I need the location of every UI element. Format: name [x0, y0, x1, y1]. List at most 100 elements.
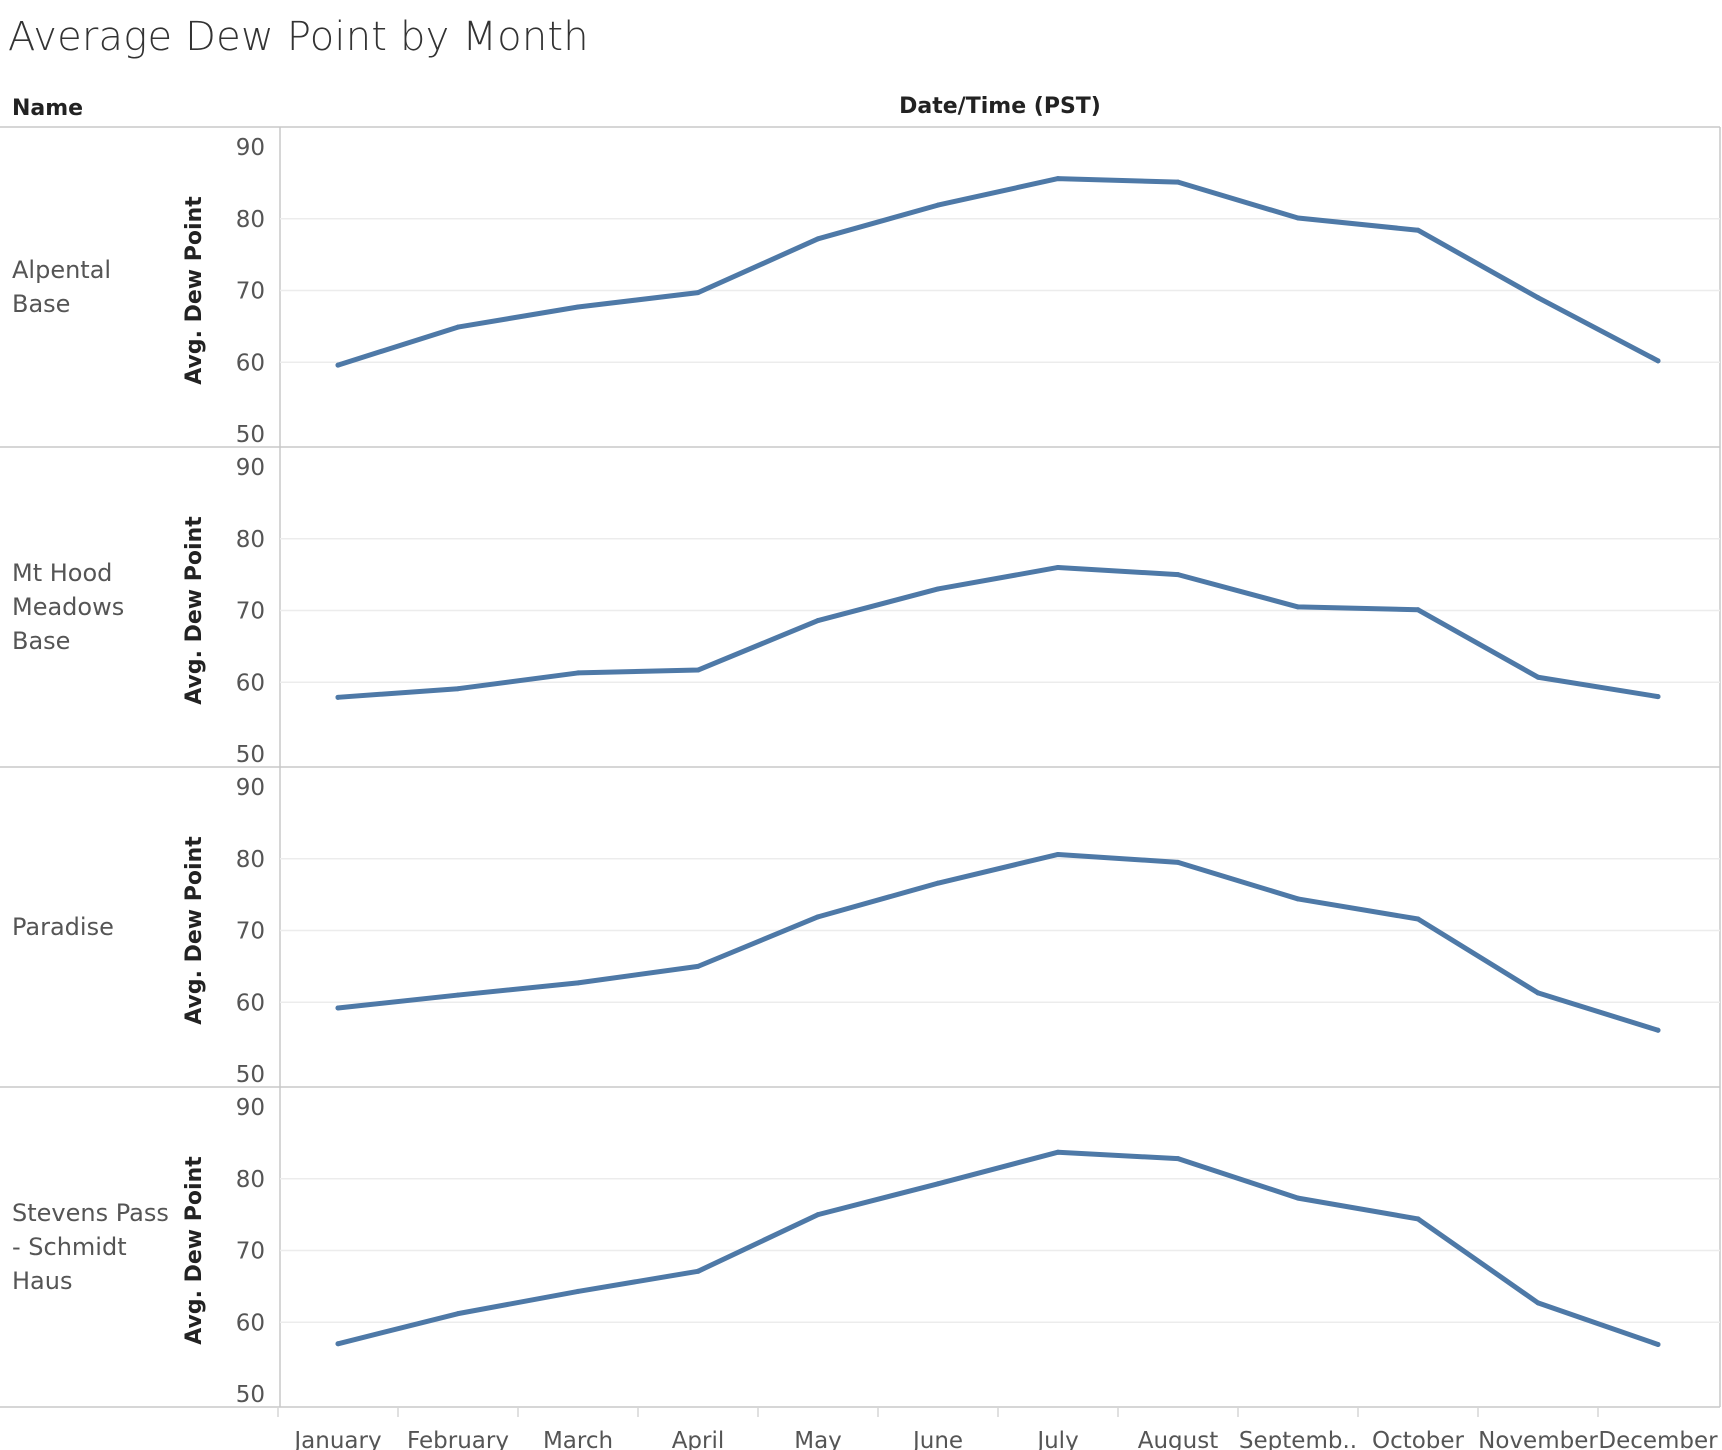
- data-point: [335, 362, 341, 368]
- data-point: [1295, 1195, 1301, 1201]
- data-point: [695, 1268, 701, 1274]
- data-point: [1175, 1156, 1181, 1162]
- row-name-label: Haus: [12, 1267, 72, 1295]
- y-tick-label: 90: [236, 775, 265, 801]
- data-point: [815, 1212, 821, 1218]
- data-point: [1655, 694, 1661, 700]
- data-point: [1295, 896, 1301, 902]
- y-tick-label: 90: [236, 455, 265, 481]
- y-tick-label: 60: [236, 1310, 265, 1336]
- y-tick-label: 50: [236, 742, 265, 768]
- x-tick-label: February: [407, 1428, 509, 1450]
- data-point: [335, 1005, 341, 1011]
- data-point: [1415, 607, 1421, 613]
- data-point: [1535, 674, 1541, 680]
- data-point: [455, 686, 461, 692]
- y-tick-label: 50: [236, 1062, 265, 1088]
- page-title: Average Dew Point by Month: [8, 14, 589, 60]
- data-point: [815, 236, 821, 242]
- x-tick-label: December: [1598, 1428, 1718, 1450]
- x-tick-label: March: [543, 1428, 613, 1450]
- data-point: [455, 1311, 461, 1317]
- y-tick-label: 70: [236, 599, 265, 625]
- y-tick-label: 90: [236, 1095, 265, 1121]
- data-point: [935, 1181, 941, 1187]
- row-name-label: - Schmidt: [12, 1233, 127, 1261]
- data-point: [1055, 564, 1061, 570]
- y-axis-title: Avg. Dew Point: [182, 196, 207, 385]
- data-point: [935, 202, 941, 208]
- y-axis-title: Avg. Dew Point: [182, 1156, 207, 1345]
- data-point: [815, 914, 821, 920]
- data-point: [815, 618, 821, 624]
- data-point: [335, 1341, 341, 1347]
- column-header-label: Date/Time (PST): [899, 94, 1101, 119]
- data-point: [695, 963, 701, 969]
- data-point: [1175, 572, 1181, 578]
- row-name-label: Meadows: [12, 593, 124, 621]
- data-point: [1535, 295, 1541, 301]
- x-tick-label: July: [1035, 1428, 1078, 1450]
- y-tick-label: 60: [236, 670, 265, 696]
- data-point: [1175, 859, 1181, 865]
- data-point: [575, 1288, 581, 1294]
- y-tick-label: 50: [236, 422, 265, 448]
- row-name-label: Base: [12, 627, 70, 655]
- row-name-label: Paradise: [12, 913, 114, 941]
- data-point: [575, 980, 581, 986]
- y-axis-title: Avg. Dew Point: [182, 516, 207, 705]
- x-tick-label: August: [1138, 1428, 1219, 1450]
- row-name-label: Stevens Pass: [12, 1199, 169, 1227]
- data-point: [935, 880, 941, 886]
- series-line: [335, 851, 1661, 1033]
- data-point: [1055, 851, 1061, 857]
- row-name-label: Base: [12, 290, 70, 318]
- y-tick-label: 70: [236, 1239, 265, 1265]
- x-tick-label: April: [672, 1428, 725, 1450]
- data-point: [1655, 1027, 1661, 1033]
- series-line: [335, 1149, 1661, 1347]
- data-point: [1415, 227, 1421, 233]
- data-point: [1055, 176, 1061, 182]
- data-point: [455, 324, 461, 330]
- y-axis-title: Avg. Dew Point: [182, 836, 207, 1025]
- row-name-label: Mt Hood: [12, 559, 112, 587]
- data-point: [1655, 1341, 1661, 1347]
- data-point: [335, 694, 341, 700]
- series-line: [335, 564, 1661, 700]
- y-tick-label: 80: [236, 847, 265, 873]
- x-tick-label: October: [1372, 1428, 1465, 1450]
- x-tick-label: June: [911, 1428, 963, 1450]
- x-tick-label: January: [292, 1428, 381, 1450]
- y-tick-label: 50: [236, 1382, 265, 1408]
- y-tick-label: 80: [236, 1167, 265, 1193]
- x-tick-label: Septemb..: [1239, 1428, 1357, 1450]
- data-point: [695, 667, 701, 673]
- y-tick-label: 90: [236, 135, 265, 161]
- x-tick-label: May: [794, 1428, 842, 1450]
- data-point: [1415, 1216, 1421, 1222]
- series-line: [335, 176, 1661, 368]
- data-point: [1415, 916, 1421, 922]
- data-point: [1055, 1149, 1061, 1155]
- data-point: [575, 670, 581, 676]
- data-point: [935, 586, 941, 592]
- y-tick-label: 60: [236, 350, 265, 376]
- data-point: [1535, 1300, 1541, 1306]
- row-name-label: Alpental: [12, 256, 111, 284]
- y-tick-label: 80: [236, 527, 265, 553]
- data-point: [575, 304, 581, 310]
- data-point: [455, 992, 461, 998]
- row-header-label: Name: [12, 96, 84, 121]
- x-tick-label: November: [1478, 1428, 1598, 1450]
- data-point: [695, 290, 701, 296]
- data-point: [1535, 990, 1541, 996]
- data-point: [1655, 358, 1661, 364]
- data-point: [1175, 179, 1181, 185]
- data-point: [1295, 215, 1301, 221]
- y-tick-label: 70: [236, 919, 265, 945]
- y-tick-label: 60: [236, 990, 265, 1016]
- data-point: [1295, 604, 1301, 610]
- y-tick-label: 80: [236, 207, 265, 233]
